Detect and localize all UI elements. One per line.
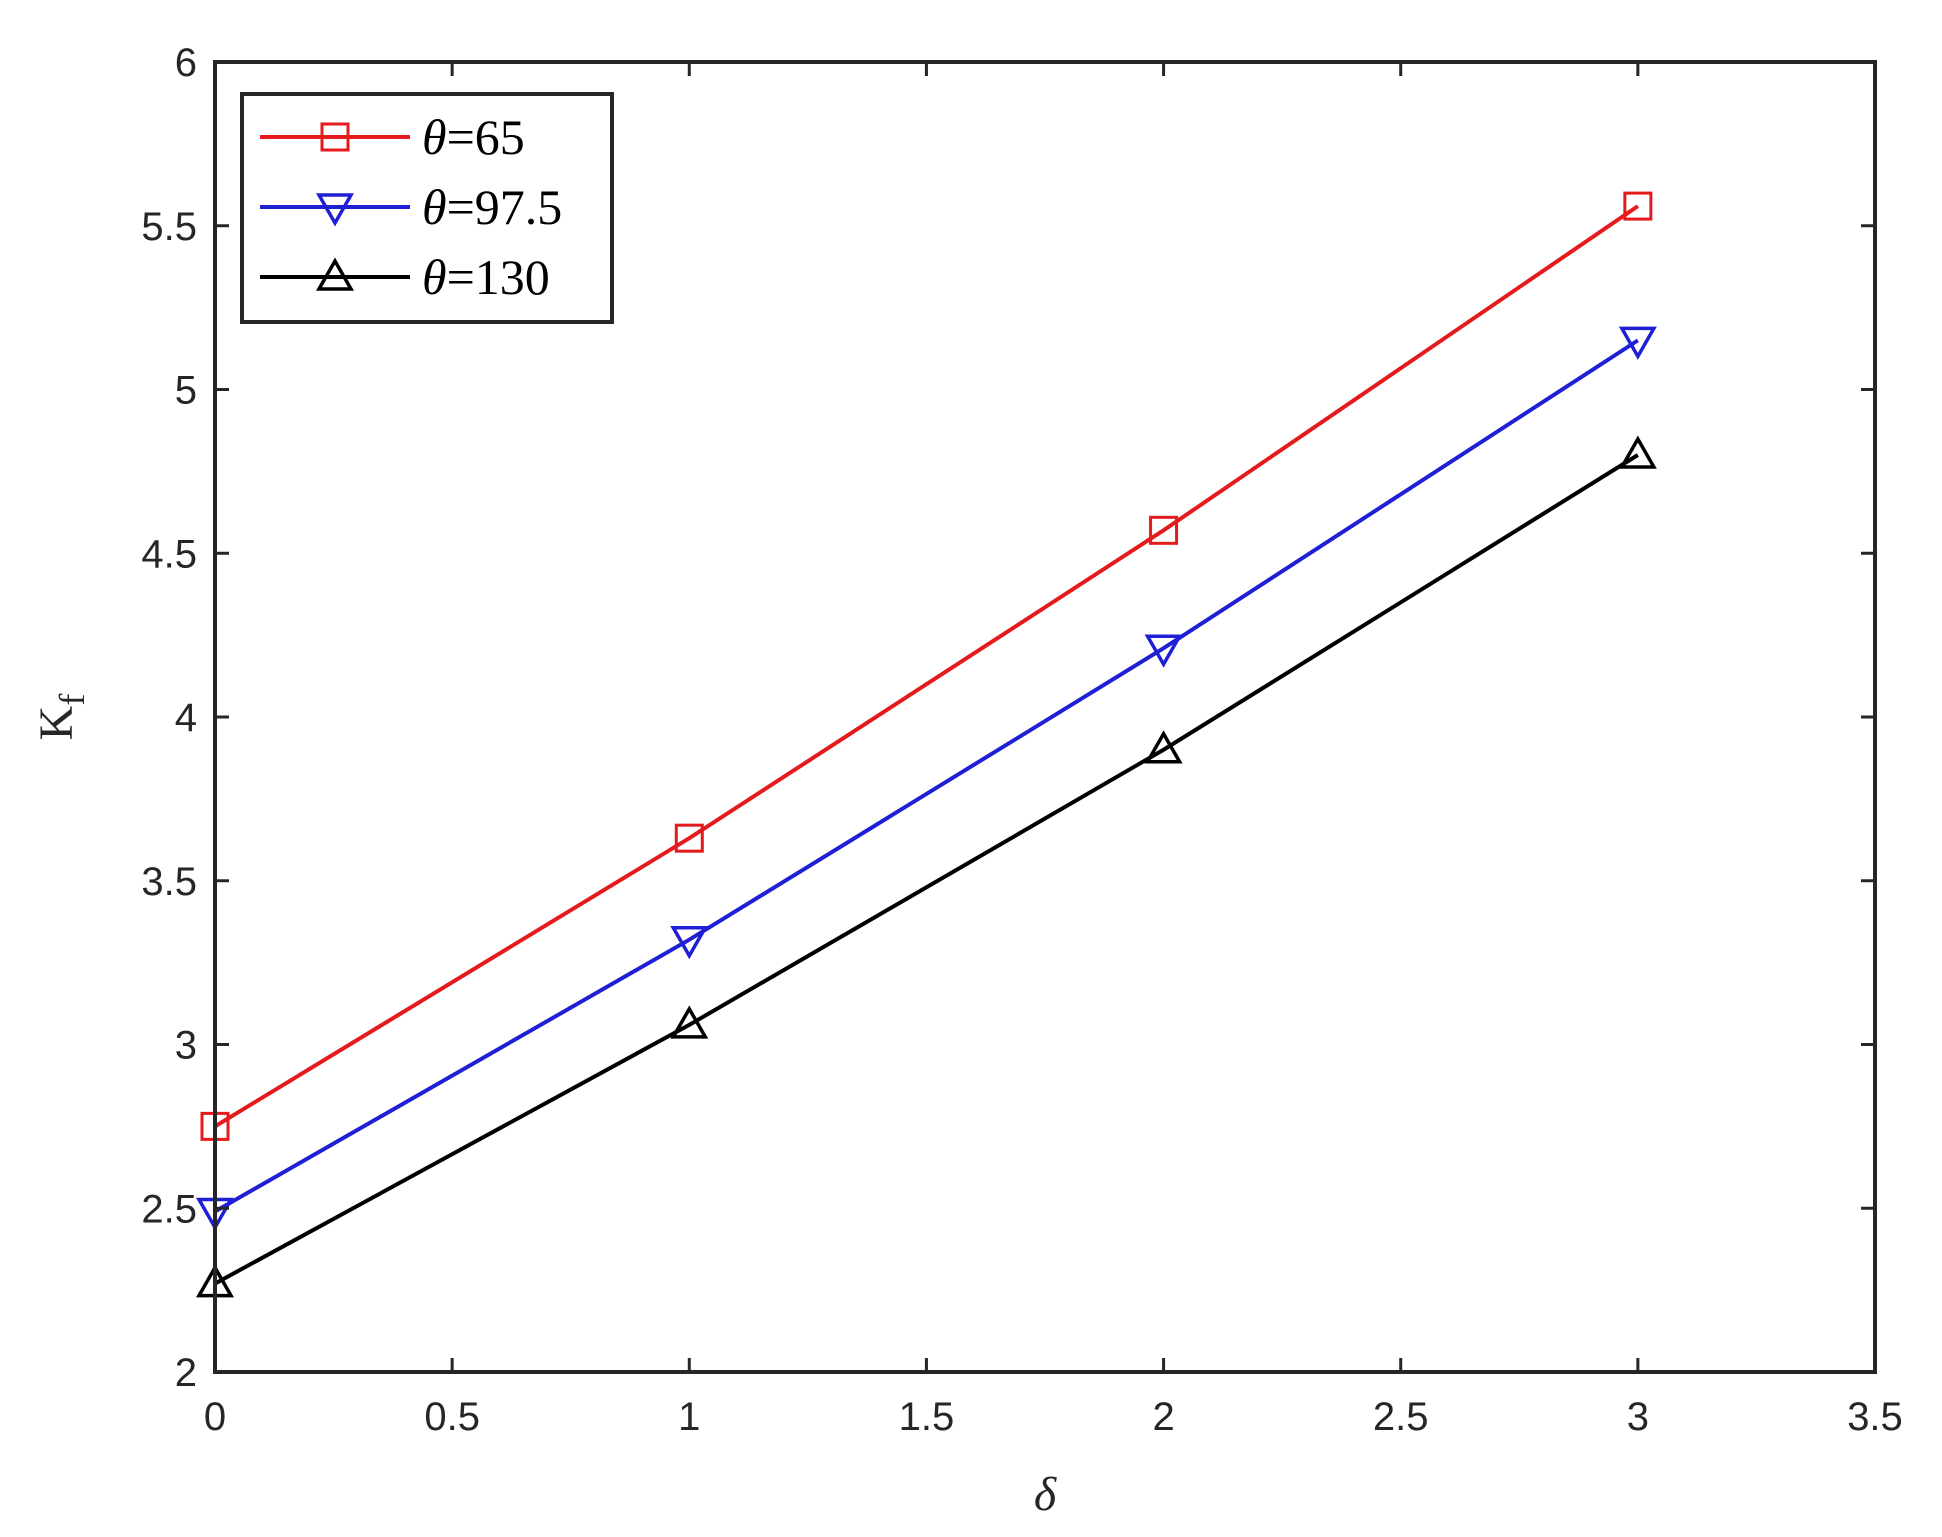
- legend: θ=65θ=97.5θ=130: [240, 92, 614, 324]
- legend-label-0: θ=65: [422, 109, 525, 165]
- y-axis-label-main: K: [30, 705, 83, 740]
- legend-marker-2: [315, 257, 355, 291]
- x-tick-label: 3.5: [1847, 1395, 1903, 1439]
- legend-marker-0: [320, 122, 350, 152]
- y-axis-label-subscript: f: [52, 694, 92, 706]
- y-tick-label: 5: [175, 369, 197, 413]
- x-tick-label: 3: [1627, 1395, 1649, 1439]
- y-tick-label: 4.5: [141, 532, 197, 576]
- x-tick-label: 0: [204, 1395, 226, 1439]
- x-tick-label: 1.5: [899, 1395, 955, 1439]
- data-point-series-1: [1144, 634, 1183, 668]
- x-tick-label: 2: [1152, 1395, 1174, 1439]
- y-tick-label: 3.5: [141, 860, 197, 904]
- legend-label-2: θ=130: [422, 249, 550, 305]
- x-tick-label: 0.5: [424, 1395, 480, 1439]
- y-tick-label: 2.5: [141, 1187, 197, 1231]
- x-tick-label: 1: [678, 1395, 700, 1439]
- x-axis-label: δ: [1034, 1468, 1057, 1521]
- legend-label-symbol: θ: [422, 109, 447, 165]
- legend-label-symbol: θ: [422, 179, 447, 235]
- data-point-series-0: [1623, 191, 1653, 221]
- plot-frame: [213, 60, 1877, 1374]
- frame-layer: [213, 60, 1877, 1374]
- data-point-series-0: [1149, 515, 1179, 545]
- y-axis-label: Kf: [30, 694, 92, 741]
- data-point-series-2: [1144, 730, 1183, 764]
- data-point-series-0: [674, 823, 704, 853]
- data-point-series-2: [670, 1005, 709, 1039]
- series-line-2: [214, 453, 1639, 1286]
- y-tick-label: 4: [175, 696, 197, 740]
- legend-marker-1: [315, 193, 355, 227]
- data-point-series-1: [670, 925, 709, 960]
- y-tick-label: 3: [175, 1024, 197, 1068]
- y-tick-label: 5.5: [141, 205, 197, 249]
- data-point-series-2: [1618, 435, 1657, 469]
- series-line-1: [214, 338, 1639, 1214]
- y-axis-label-group: Kf: [30, 694, 92, 741]
- x-tick-label: 2.5: [1373, 1395, 1429, 1439]
- series-line-0: [213, 204, 1639, 1129]
- legend-label-value: =65: [447, 109, 525, 165]
- y-tick-label: 6: [175, 41, 197, 85]
- legend-label-1: θ=97.5: [422, 179, 562, 235]
- data-point-series-1: [1618, 326, 1657, 360]
- legend-label-value: =130: [447, 249, 550, 305]
- legend-label-value: =97.5: [447, 179, 563, 235]
- legend-label-symbol: θ: [422, 249, 447, 305]
- y-tick-label: 2: [175, 1351, 197, 1395]
